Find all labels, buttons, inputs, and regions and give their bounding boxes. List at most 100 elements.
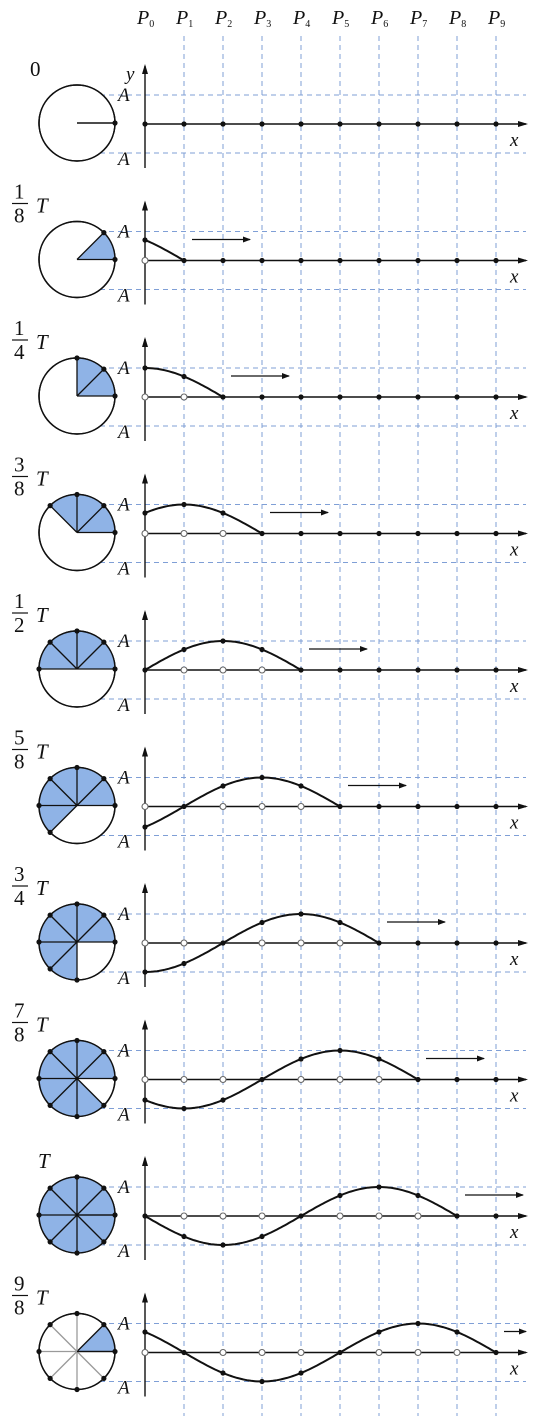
equilibrium-marker bbox=[141, 393, 149, 401]
wave-panel-6: x A A 34 T bbox=[12, 862, 528, 989]
particle-point bbox=[298, 783, 304, 789]
particle-point-rest bbox=[337, 257, 343, 264]
equilibrium-marker bbox=[180, 1212, 188, 1220]
point-label-subscript: 4 bbox=[305, 19, 310, 30]
particle-point bbox=[259, 1076, 265, 1083]
y-axis-arrow bbox=[142, 746, 148, 757]
circle-sector bbox=[39, 1188, 77, 1215]
circle-radius bbox=[49, 941, 78, 970]
propagation-arrow-head bbox=[321, 509, 329, 516]
reference-circle bbox=[36, 764, 118, 845]
particle-point bbox=[298, 911, 304, 917]
circle-point bbox=[74, 1113, 80, 1120]
amplitude-label-bottom: A bbox=[116, 559, 130, 580]
circle-point bbox=[47, 1185, 53, 1191]
particle-point bbox=[142, 121, 148, 127]
propagation-arrow-head bbox=[519, 1328, 527, 1335]
propagation-arrow-head bbox=[243, 236, 251, 243]
reference-circle bbox=[36, 1310, 118, 1393]
particle-point bbox=[259, 1233, 265, 1240]
circle-point bbox=[47, 912, 53, 918]
circle-point bbox=[36, 802, 42, 809]
equilibrium-marker bbox=[219, 1075, 227, 1084]
particle-point bbox=[181, 1233, 187, 1240]
particle-point bbox=[415, 1320, 421, 1327]
equilibrium-marker bbox=[180, 1075, 188, 1084]
x-axis-label: x bbox=[509, 1359, 519, 1380]
wave-panel-8: x A A T bbox=[36, 1149, 528, 1262]
time-fraction-denominator: 4 bbox=[14, 340, 25, 364]
amplitude-label-top: A bbox=[116, 85, 130, 106]
time-fraction-denominator: 2 bbox=[14, 613, 25, 637]
time-fraction-numerator: 1 bbox=[14, 589, 25, 613]
equilibrium-marker bbox=[180, 529, 188, 538]
particle-point bbox=[142, 237, 148, 243]
y-axis-arrow bbox=[142, 337, 148, 347]
equilibrium-marker bbox=[258, 939, 266, 947]
particle-point bbox=[181, 960, 187, 967]
circle-radius bbox=[76, 1214, 105, 1243]
circle-sector bbox=[77, 505, 115, 533]
particle-point bbox=[142, 1097, 148, 1103]
point-label-subscript: 1 bbox=[188, 19, 193, 30]
circle-point bbox=[101, 503, 107, 509]
circle-radius bbox=[49, 1078, 78, 1106]
point-label-p3: P3 bbox=[253, 7, 271, 30]
circle-point bbox=[36, 1212, 42, 1218]
circle-point bbox=[36, 1348, 42, 1355]
circle-sector bbox=[77, 904, 104, 942]
wave-panel-1: x A A 18 T bbox=[12, 180, 528, 307]
amplitude-label-top: A bbox=[116, 222, 130, 243]
circle-point bbox=[74, 1174, 80, 1180]
particle-point bbox=[181, 257, 187, 264]
point-label-subscript: 0 bbox=[149, 19, 154, 30]
equilibrium-marker bbox=[180, 939, 188, 947]
particle-point-rest bbox=[415, 257, 421, 264]
particle-point bbox=[220, 1370, 226, 1376]
amplitude-label-bottom: A bbox=[116, 422, 130, 443]
circle-point bbox=[112, 939, 118, 945]
y-axis-arrow bbox=[142, 473, 148, 484]
particle-point-rest bbox=[454, 394, 460, 400]
equilibrium-marker bbox=[453, 1348, 461, 1357]
circle-sector bbox=[77, 1188, 116, 1215]
x-axis-label: x bbox=[509, 1086, 519, 1107]
circle-point bbox=[112, 1348, 118, 1355]
wave-panel-4: x A A 12 T bbox=[12, 589, 528, 716]
particle-point bbox=[376, 1184, 382, 1190]
period-label: T bbox=[36, 603, 49, 627]
circle-radius bbox=[76, 368, 105, 397]
particle-point bbox=[259, 774, 265, 781]
circle-sector bbox=[77, 631, 104, 669]
amplitude-label-bottom: A bbox=[116, 968, 130, 989]
circle-point bbox=[112, 1212, 118, 1218]
circle-point bbox=[47, 503, 53, 509]
period-label: T bbox=[36, 330, 49, 354]
circle-sector bbox=[77, 1078, 104, 1117]
amplitude-label-top: A bbox=[116, 1177, 130, 1198]
circle-sector bbox=[50, 1215, 77, 1253]
circle-radius bbox=[76, 1324, 105, 1352]
point-label-letter: P bbox=[409, 7, 422, 29]
circle-point bbox=[74, 1250, 80, 1256]
equilibrium-marker bbox=[219, 1212, 227, 1220]
amplitude-label-top: A bbox=[116, 495, 130, 516]
circle-point bbox=[101, 1322, 107, 1328]
time-fraction-numerator: 1 bbox=[14, 316, 25, 340]
x-axis-arrow bbox=[518, 667, 528, 673]
circle-point bbox=[112, 666, 118, 672]
x-axis-label: x bbox=[509, 130, 519, 151]
particle-point-rest bbox=[454, 530, 460, 537]
particle-point bbox=[259, 919, 265, 926]
point-labels-header: P0 P1 P2 P3 P4 P5 P6 P7 P8 P9 bbox=[136, 7, 505, 30]
particle-point-rest bbox=[298, 530, 304, 537]
circle-point bbox=[112, 1075, 118, 1082]
particle-point-rest bbox=[415, 803, 421, 810]
x-axis-arrow bbox=[518, 530, 528, 537]
circle-sector bbox=[39, 942, 77, 969]
equilibrium-marker bbox=[141, 256, 149, 265]
propagation-arrow-head bbox=[282, 373, 290, 379]
time-fraction-numerator: 3 bbox=[14, 862, 25, 886]
particle-point bbox=[337, 1047, 343, 1054]
time-fraction-denominator: 4 bbox=[14, 886, 25, 910]
